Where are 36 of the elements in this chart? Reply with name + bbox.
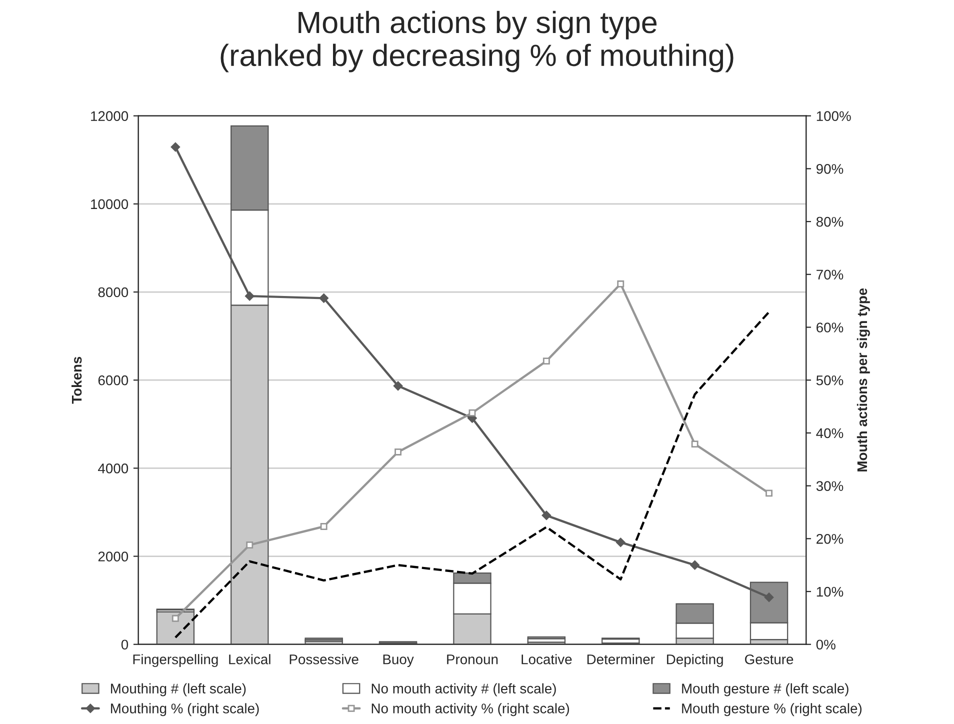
y-tick-label: 12000 <box>91 111 128 122</box>
y2-axis-title: Mouth actions per sign type <box>856 288 870 472</box>
y2-tick-label: 0% <box>816 640 836 650</box>
x-tick-label: Lexical <box>229 654 270 664</box>
x-tick-label: Buoy <box>383 654 414 668</box>
y-tick-label: 2000 <box>98 552 128 562</box>
chart-title: Mouth actions by sign type (ranked by decreasing % of mouthing) <box>220 10 734 72</box>
x-tick-label: Determiner <box>587 654 655 664</box>
y2-tick-label: 50% <box>816 375 844 386</box>
y2-tick-label: 20% <box>816 534 844 544</box>
y-axis-title: Tokens <box>71 356 82 404</box>
x-tick-label: Depicting <box>667 654 723 668</box>
y2-tick-label: 100% <box>816 111 851 122</box>
legend-label: Mouth gesture % (right scale) <box>682 703 862 716</box>
y-tick-label: 4000 <box>98 464 128 474</box>
y-tick-label: 0 <box>121 640 128 650</box>
legend-label: Mouthing # (left scale) <box>111 683 246 696</box>
legend-label: No mouth activity # (left scale) <box>372 683 556 696</box>
x-tick-label: Locative <box>522 654 572 664</box>
y2-tick-label: 10% <box>816 586 844 597</box>
y2-tick-label: 30% <box>816 481 844 491</box>
legend-label: No mouth activity % (right scale) <box>372 703 570 716</box>
y-tick-label: 6000 <box>98 375 128 386</box>
legend-label: Mouth gesture # (left scale) <box>682 683 848 696</box>
y2-tick-label: 80% <box>816 216 844 227</box>
y2-tick-label: 40% <box>816 428 844 438</box>
y-tick-label: 8000 <box>98 287 128 298</box>
x-tick-label: Pronoun <box>447 654 498 664</box>
y-tick-label: 10000 <box>91 199 128 210</box>
legend-label: Mouthing % (right scale) <box>111 703 259 716</box>
y2-tick-label: 90% <box>816 164 844 174</box>
x-tick-label: Possessive <box>290 654 358 664</box>
y2-tick-label: 60% <box>816 322 844 332</box>
x-tick-label: Gesture <box>745 654 794 664</box>
x-tick-label: Fingerspelling <box>133 654 218 668</box>
y2-tick-label: 70% <box>816 270 844 280</box>
